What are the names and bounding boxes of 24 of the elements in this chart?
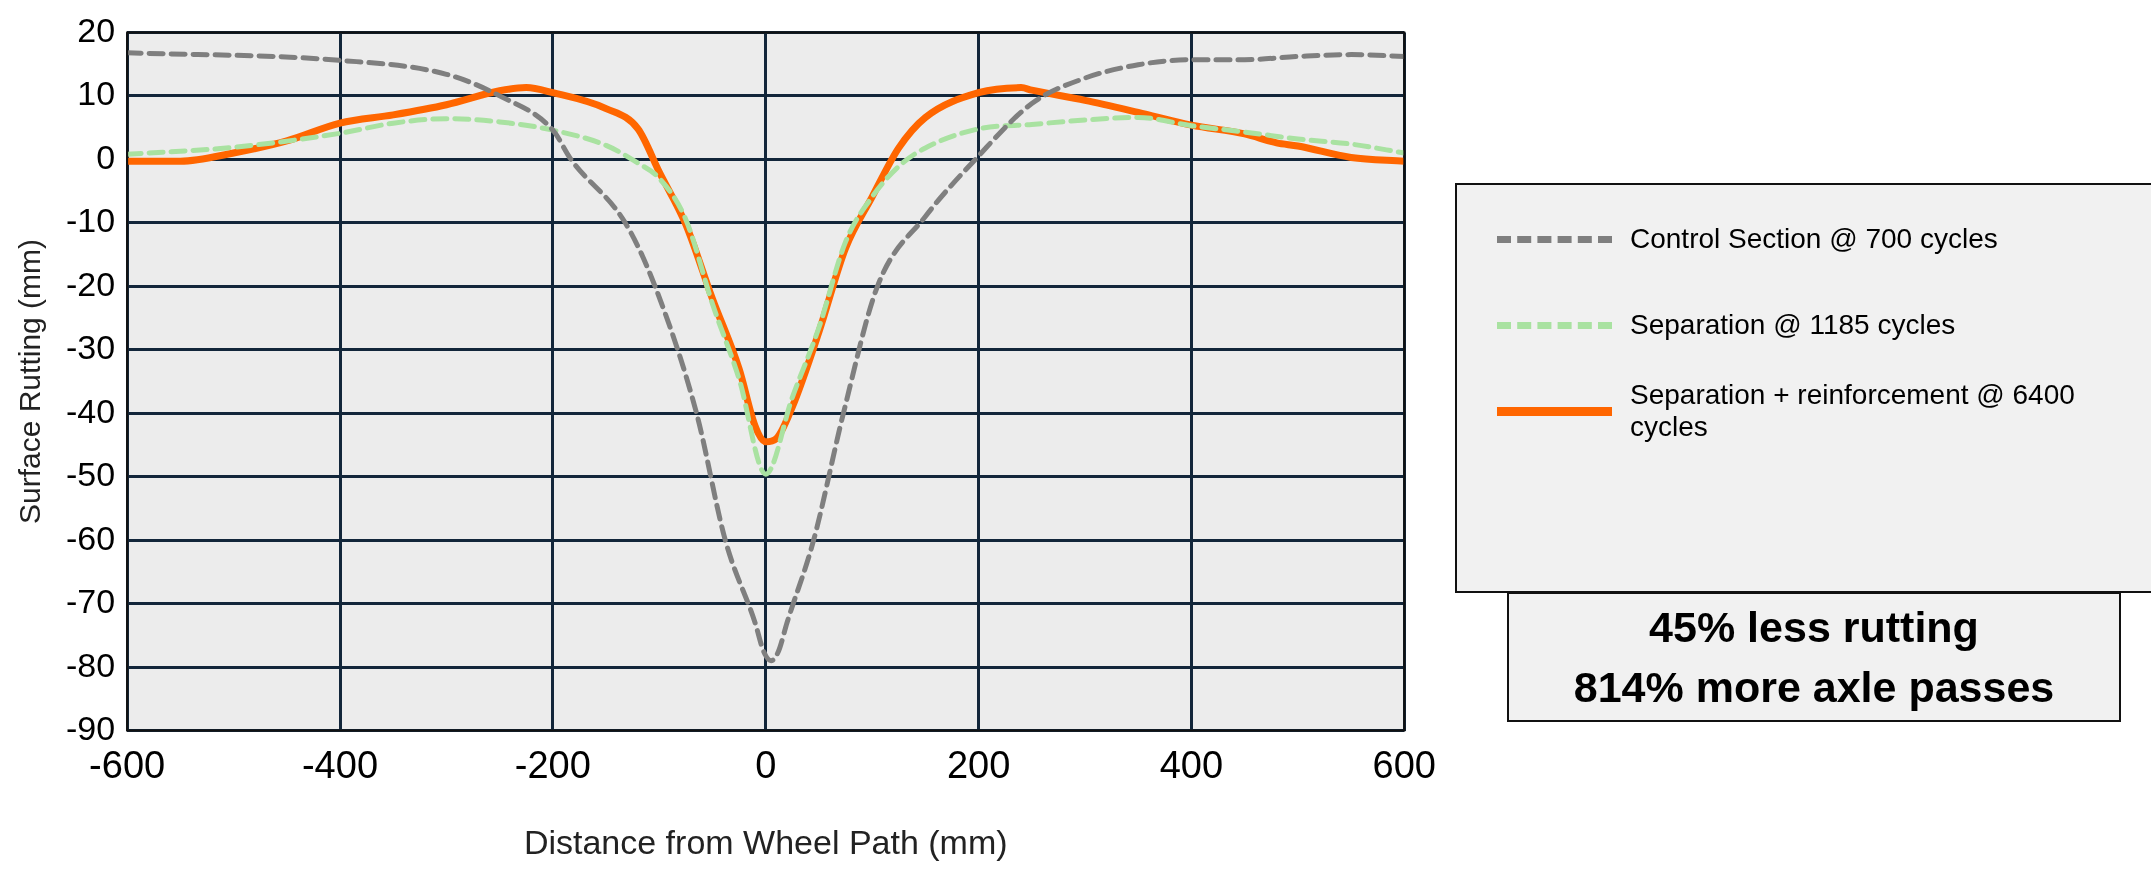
y-tick-label: -30 [66,328,116,367]
legend-label: Separation + reinforcement @ 6400 cycles [1630,379,2076,443]
text: 814% more axle passes [1572,662,2056,713]
x-axis-title: Distance from Wheel Path (mm) [523,822,1008,861]
x-tick-label: -200 [514,743,591,786]
y-tick-label: -50 [66,455,116,494]
y-tick-label: -20 [66,264,116,303]
y-tick-label: 10 [77,74,116,113]
y-tick-label: -10 [66,201,116,240]
text: 45% less rutting [1648,602,1980,653]
x-tick-label: 0 [755,743,777,786]
x-tick-label: -400 [301,743,379,786]
y-tick-label: 20 [77,10,116,49]
y-tick-label: -40 [66,391,116,430]
y-axis-title: Surface Rutting (mm) [13,238,47,525]
legend-label: Control Section @ 700 cycles [1630,223,1999,255]
y-tick-label: -70 [66,582,116,621]
y-tick-label: 0 [96,137,116,176]
y-tick-label: -80 [66,645,116,684]
x-tick-label: 400 [1159,743,1224,786]
legend-label: Separation @ 1185 cycles [1630,309,1957,341]
y-tick-label: -60 [66,518,116,557]
x-tick-label: 200 [946,743,1011,786]
x-tick-label: 600 [1372,743,1436,786]
